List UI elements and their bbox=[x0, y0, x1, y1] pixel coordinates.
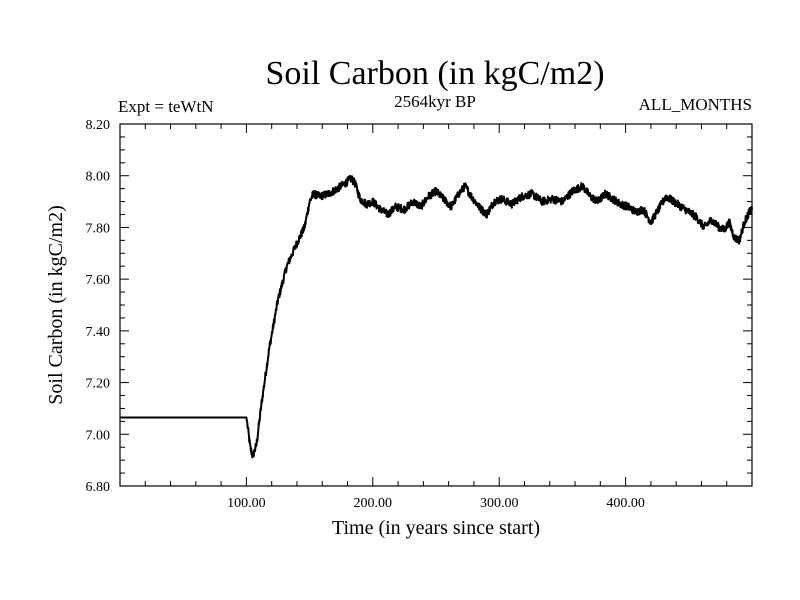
period-label: 2564kyr BP bbox=[394, 92, 476, 111]
y-tick-label: 8.20 bbox=[86, 118, 111, 133]
y-tick-label: 8.00 bbox=[86, 170, 111, 185]
chart-title: Soil Carbon (in kgC/m2) bbox=[265, 55, 604, 92]
x-axis: 100.00 200.00 300.00 400.00 bbox=[144, 124, 728, 511]
x-tick-label: 200.00 bbox=[354, 496, 393, 511]
experiment-label: Expt = teWtN bbox=[118, 97, 214, 116]
y-axis: 6.80 7.00 7.20 7.40 7.60 7.80 8.00 8.20 bbox=[86, 118, 752, 495]
y-tick-label: 7.60 bbox=[86, 273, 111, 288]
months-label: ALL_MONTHS bbox=[639, 95, 752, 114]
plot-frame bbox=[119, 123, 753, 487]
y-axis-label: Soil Carbon (in kgC/m2) bbox=[45, 205, 67, 404]
y-tick-label: 6.80 bbox=[86, 480, 111, 495]
soil-carbon-line bbox=[119, 174, 753, 459]
y-tick-label: 7.80 bbox=[86, 221, 111, 236]
y-tick-label: 7.20 bbox=[86, 377, 111, 392]
x-tick-label: 300.00 bbox=[480, 496, 519, 511]
y-tick-label: 7.40 bbox=[86, 325, 111, 340]
x-tick-label: 100.00 bbox=[227, 496, 266, 511]
x-axis-label: Time (in years since start) bbox=[332, 517, 540, 539]
series-layer bbox=[119, 174, 753, 459]
x-tick-label: 400.00 bbox=[606, 496, 645, 511]
y-tick-label: 7.00 bbox=[86, 428, 111, 443]
